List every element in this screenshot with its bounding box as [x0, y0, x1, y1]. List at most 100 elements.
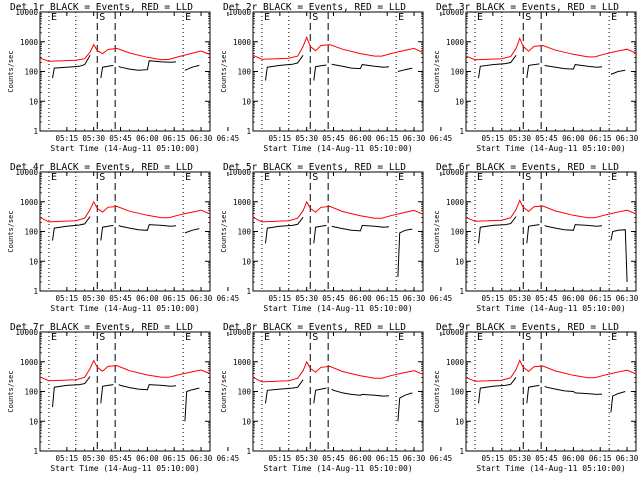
marker-label: S — [525, 332, 531, 343]
panel-title: Det 2r BLACK = Events, RED = LLD — [223, 2, 406, 13]
y-axis-label: Counts/sec — [433, 210, 441, 252]
panel-title: Det 9r BLACK = Events, RED = LLD — [436, 322, 619, 333]
events-line — [478, 376, 517, 404]
x-tick-label: 06:30 — [403, 134, 426, 143]
events-line — [184, 228, 200, 234]
y-tick-label: 10 — [29, 97, 39, 106]
marker-label: S — [312, 12, 318, 23]
y-tick-label: 1000 — [446, 38, 465, 47]
events-line — [118, 60, 177, 71]
events-line — [100, 224, 114, 241]
panel-title: Det 8r BLACK = Events, RED = LLD — [223, 322, 406, 333]
plot-frame — [465, 11, 637, 132]
events-line — [100, 384, 114, 404]
x-tick-label: 05:45 — [322, 134, 345, 143]
y-tick-label: 10 — [455, 97, 465, 106]
x-tick-label: 06:00 — [562, 294, 585, 303]
y-tick-label: 1 — [459, 447, 464, 456]
y-axis-label: Counts/sec — [7, 370, 15, 412]
lld-line — [40, 43, 210, 62]
marker-label: E — [264, 332, 270, 343]
plot-frame — [39, 11, 211, 132]
events-line — [478, 54, 517, 79]
plot-frame — [252, 11, 424, 132]
x-tick-label: 06:15 — [376, 134, 399, 143]
x-axis-label: Start Time (14-Aug-11 05:10:00) — [50, 144, 199, 153]
y-tick-label: 10000 — [441, 8, 464, 17]
events-line — [313, 224, 327, 244]
marker-label: E — [477, 332, 483, 343]
x-tick-label: 06:45 — [217, 294, 240, 303]
x-tick-label: 06:00 — [562, 134, 585, 143]
panel-title: Det 1r BLACK = Events, RED = LLD — [10, 2, 193, 13]
y-tick-label: 1000 — [233, 198, 252, 207]
x-tick-label: 05:15 — [56, 294, 79, 303]
lld-line — [40, 200, 210, 223]
plot-frame — [39, 331, 211, 452]
x-axis-label: Start Time (14-Aug-11 05:10:00) — [476, 464, 625, 473]
marker-label: E — [398, 12, 404, 23]
detector-panel: Det 7r BLACK = Events, RED = LLD 1 10 100 10… — [7, 322, 239, 473]
plot-frame — [39, 171, 211, 292]
marker-label: E — [51, 332, 57, 343]
y-tick-label: 10 — [242, 257, 252, 266]
events-line — [331, 63, 390, 70]
panel-title: Det 3r BLACK = Events, RED = LLD — [436, 2, 619, 13]
x-tick-label: 06:30 — [616, 294, 639, 303]
x-tick-label: 06:45 — [217, 454, 240, 463]
lld-line — [253, 360, 423, 383]
marker-label: E — [51, 12, 57, 23]
x-tick-label: 05:30 — [82, 134, 105, 143]
detector-panel: Det 4r BLACK = Events, RED = LLD 1 10 100 10… — [7, 162, 239, 313]
lld-line — [253, 36, 423, 60]
panel-title: Det 7r BLACK = Events, RED = LLD — [10, 322, 193, 333]
x-tick-label: 06:15 — [376, 294, 399, 303]
x-tick-label: 05:30 — [295, 454, 318, 463]
detector-panel: Det 1r BLACK = Events, RED = LLD 1 10 100 10… — [7, 2, 239, 153]
panel-title: Det 4r BLACK = Events, RED = LLD — [10, 162, 193, 173]
marker-label: E — [51, 172, 57, 183]
y-axis-label: Counts/sec — [433, 370, 441, 412]
plot-frame — [252, 171, 424, 292]
x-axis-label: Start Time (14-Aug-11 05:10:00) — [263, 304, 412, 313]
x-tick-label: 05:15 — [56, 134, 79, 143]
x-tick-label: 06:30 — [403, 454, 426, 463]
y-tick-label: 10000 — [441, 328, 464, 337]
x-tick-label: 05:30 — [508, 134, 531, 143]
marker-label: S — [312, 332, 318, 343]
y-tick-label: 10 — [242, 97, 252, 106]
x-tick-label: 06:45 — [430, 294, 453, 303]
x-tick-label: 05:30 — [295, 294, 318, 303]
x-tick-label: 06:30 — [616, 134, 639, 143]
y-tick-label: 10000 — [15, 328, 38, 337]
y-axis-label: Counts/sec — [220, 210, 228, 252]
y-tick-label: 1000 — [446, 358, 465, 367]
x-tick-label: 05:15 — [482, 294, 505, 303]
y-tick-label: 10000 — [228, 168, 251, 177]
marker-label: S — [525, 172, 531, 183]
marker-label: S — [312, 172, 318, 183]
x-axis-label: Start Time (14-Aug-11 05:10:00) — [476, 144, 625, 153]
y-tick-label: 100 — [237, 68, 251, 77]
x-tick-label: 06:00 — [136, 454, 159, 463]
x-tick-label: 06:00 — [349, 294, 372, 303]
events-line — [52, 216, 91, 241]
y-tick-label: 100 — [450, 68, 464, 77]
marker-label: E — [611, 172, 617, 183]
events-line — [100, 64, 114, 79]
events-line — [397, 67, 413, 72]
y-tick-label: 1 — [33, 127, 38, 136]
y-tick-label: 10 — [455, 417, 465, 426]
y-tick-label: 1000 — [233, 358, 252, 367]
x-axis-label: Start Time (14-Aug-11 05:10:00) — [263, 144, 412, 153]
detector-panel: Det 8r BLACK = Events, RED = LLD 1 10 100 10… — [220, 322, 452, 473]
marker-label: E — [185, 12, 191, 23]
marker-label: E — [185, 332, 191, 343]
y-tick-label: 100 — [237, 228, 251, 237]
x-tick-label: 05:15 — [482, 134, 505, 143]
x-tick-label: 06:30 — [403, 294, 426, 303]
y-tick-label: 100 — [237, 388, 251, 397]
marker-label: E — [264, 12, 270, 23]
x-axis-label: Start Time (14-Aug-11 05:10:00) — [50, 464, 199, 473]
